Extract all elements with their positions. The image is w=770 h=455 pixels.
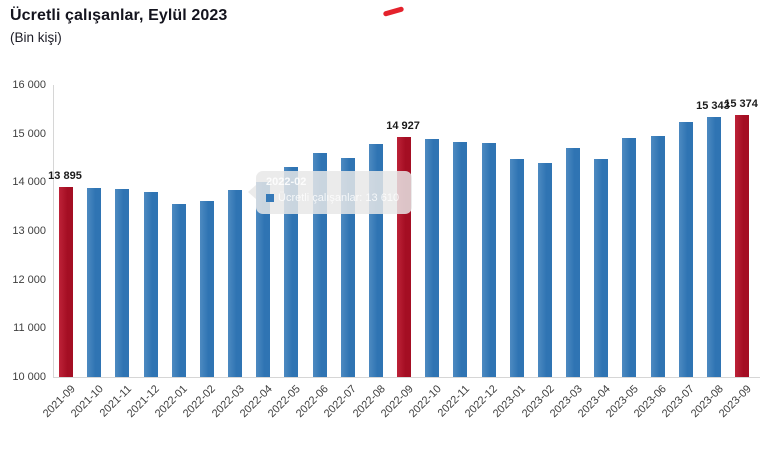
bar-2021-10[interactable] [87,188,102,377]
bar-2022-01[interactable] [171,203,186,377]
bar-2022-02[interactable] [199,201,214,377]
chart-tooltip: 2022-02 Ücretli çalışanlar: 13 610 [248,171,412,214]
bar-2022-12[interactable] [481,143,496,377]
data-label-2023-09: 15 374 [724,98,758,111]
y-tick-label: 14 000 [12,176,46,189]
series-marker-icon [266,194,274,202]
bar-2023-08[interactable] [706,116,721,377]
bar-2023-03[interactable] [566,148,581,377]
bar-2022-03[interactable] [228,190,243,377]
data-label-2022-09: 14 927 [386,120,420,133]
bar-2022-11[interactable] [453,142,468,377]
bar-2022-05[interactable] [284,167,299,377]
bar-2023-04[interactable] [594,158,609,377]
red-dash-mark [382,6,405,17]
bar-2023-09[interactable] [735,115,750,377]
bar-2022-10[interactable] [425,139,440,377]
y-tick-label: 10 000 [12,371,46,383]
y-tick-label: 16 000 [12,79,46,91]
data-label-2021-09: 13 895 [48,170,82,183]
y-tick-label: 11 000 [13,322,46,335]
bar-2021-11[interactable] [115,189,130,377]
bar-2022-04[interactable] [256,181,271,377]
y-tick-label: 15 000 [12,127,46,140]
bar-2021-12[interactable] [143,191,158,377]
bar-2023-02[interactable] [537,163,552,377]
chart-plot-area [53,85,760,378]
bar-2023-01[interactable] [509,158,524,377]
y-tick-label: 12 000 [12,273,46,286]
chart-title: Ücretli çalışanlar, Eylül 2023 [10,7,228,24]
y-tick-label: 13 000 [12,225,46,237]
data-label-2023-08: 15 343 [696,99,730,112]
tooltip-value: Ücretli çalışanlar: 13 610 [278,192,400,204]
tooltip-category: 2022-02 [266,176,307,188]
bar-2023-07[interactable] [678,122,693,377]
bar-2023-05[interactable] [622,138,637,377]
chart-subtitle: (Bin kişi) [10,30,62,45]
bar-2021-09[interactable] [59,187,73,377]
bar-2023-06[interactable] [650,136,665,377]
